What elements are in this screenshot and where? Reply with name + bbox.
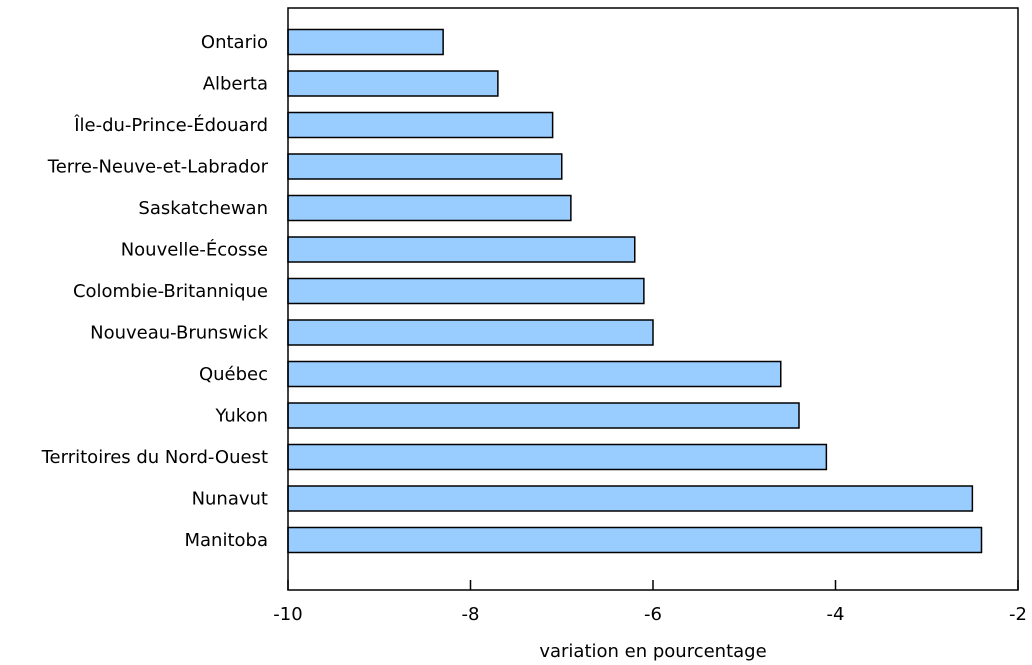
x-axis-label: variation en pourcentage — [539, 641, 766, 662]
bar-12 — [287, 526, 983, 554]
category-label-6: Colombie-Britannique — [73, 281, 268, 302]
bar-0 — [287, 28, 444, 56]
category-label-8: Québec — [199, 364, 268, 385]
x-axis-ticks: -10 -8 -6 -4 -2 — [273, 580, 1027, 625]
bars-group — [287, 28, 983, 554]
category-label-3: Terre-Neuve-et-Labrador — [47, 157, 269, 178]
bar-3 — [287, 153, 563, 180]
bar-7 — [287, 319, 654, 346]
category-label-1: Alberta — [203, 74, 268, 95]
category-label-11: Nunavut — [192, 489, 268, 510]
bar-1 — [287, 70, 499, 97]
category-label-5: Nouvelle-Écosse — [121, 239, 268, 261]
category-label-0: Ontario — [201, 32, 268, 53]
bar-9 — [287, 402, 800, 429]
category-label-7: Nouveau-Brunswick — [90, 323, 268, 344]
x-tick-label-2: -6 — [644, 604, 662, 625]
bar-4 — [287, 194, 572, 222]
plot-frame — [287, 7, 1019, 591]
bar-10 — [287, 443, 828, 471]
bar-5 — [287, 236, 636, 263]
category-label-12: Manitoba — [185, 530, 269, 551]
x-tick-label-4: -2 — [1009, 604, 1027, 625]
bar-8 — [287, 360, 782, 388]
category-labels: Ontario Alberta Île-du-Prince-Édouard Terre… — [41, 32, 269, 551]
bar-11 — [287, 485, 974, 512]
category-label-9: Yukon — [214, 406, 268, 427]
bar-2 — [287, 111, 554, 139]
category-label-10: Territoires du Nord-Ouest — [41, 447, 268, 468]
x-tick-label-0: -10 — [273, 604, 302, 625]
bar-6 — [287, 277, 645, 305]
category-label-2: Île-du-Prince-Édouard — [73, 114, 268, 136]
x-tick-label-1: -8 — [462, 604, 480, 625]
x-tick-label-3: -4 — [827, 604, 845, 625]
category-label-4: Saskatchewan — [138, 198, 268, 219]
